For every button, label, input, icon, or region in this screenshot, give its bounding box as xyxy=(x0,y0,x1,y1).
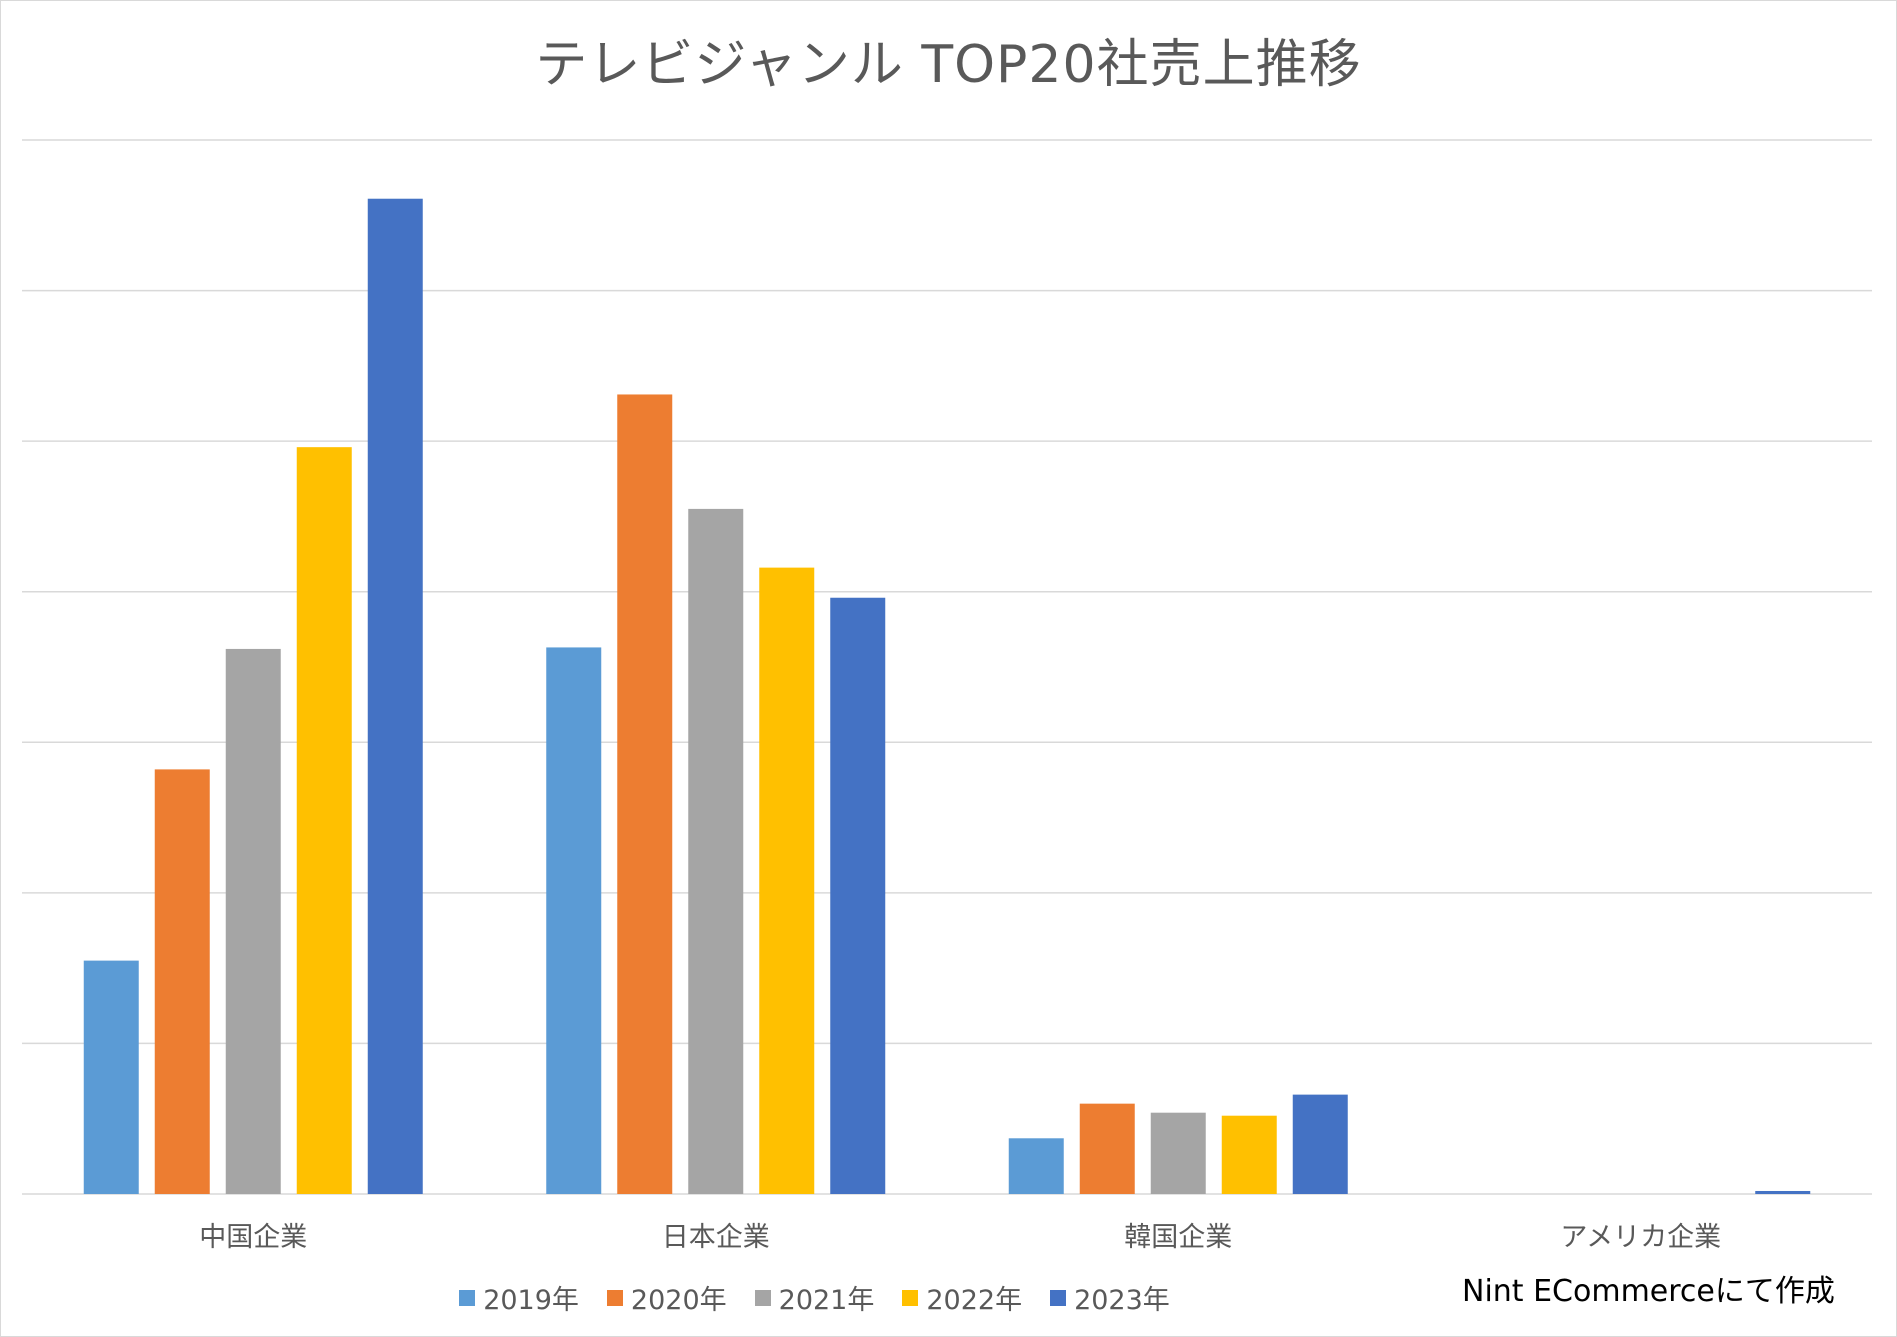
bar xyxy=(1079,1103,1135,1194)
bar xyxy=(1008,1138,1064,1194)
legend-swatch xyxy=(459,1289,476,1306)
legend-swatch xyxy=(606,1289,623,1306)
bar xyxy=(1221,1115,1277,1194)
bar xyxy=(1292,1094,1348,1194)
legend-label: 2023年 xyxy=(1074,1285,1170,1316)
x-tick-label: 韓国企業 xyxy=(1124,1222,1232,1253)
legend-swatch xyxy=(754,1289,771,1306)
credit-text: Nint ECommerceにて作成 xyxy=(1462,1274,1835,1309)
bar xyxy=(154,769,210,1194)
bar xyxy=(759,567,815,1194)
x-tick-label: 日本企業 xyxy=(662,1222,770,1253)
bar xyxy=(1755,1190,1811,1194)
legend-label: 2022年 xyxy=(926,1285,1023,1316)
bar xyxy=(367,198,423,1195)
x-tick-label: 中国企業 xyxy=(199,1222,307,1253)
bar xyxy=(617,394,673,1195)
bars xyxy=(83,198,1811,1195)
legend-swatch xyxy=(1050,1289,1067,1306)
bar xyxy=(83,960,139,1194)
bar xyxy=(225,648,281,1194)
legend-label: 2020年 xyxy=(630,1285,727,1316)
legend-item: 2019年 xyxy=(459,1278,579,1317)
legend-label: 2021年 xyxy=(778,1285,875,1316)
legend-item: 2023年 xyxy=(1050,1278,1170,1317)
bar xyxy=(688,508,744,1194)
bar xyxy=(1150,1112,1206,1194)
chart-title: テレビジャンル TOP20社売上推移 xyxy=(535,35,1362,95)
bar xyxy=(546,647,602,1194)
bar xyxy=(296,447,352,1194)
bar xyxy=(830,597,886,1194)
legend-item: 2021年 xyxy=(754,1278,875,1317)
legend-item: 2020年 xyxy=(606,1278,727,1317)
x-axis-labels: 中国企業 日本企業 韓国企業 アメリカ企業 xyxy=(199,1222,1721,1253)
legend: 2019年 2020年 2021年 2022年 2023年 xyxy=(0,1278,1763,1317)
legend-swatch xyxy=(902,1289,919,1306)
x-tick-label: アメリカ企業 xyxy=(1560,1222,1721,1253)
legend-label: 2019年 xyxy=(483,1285,579,1316)
legend-item: 2022年 xyxy=(902,1278,1022,1317)
